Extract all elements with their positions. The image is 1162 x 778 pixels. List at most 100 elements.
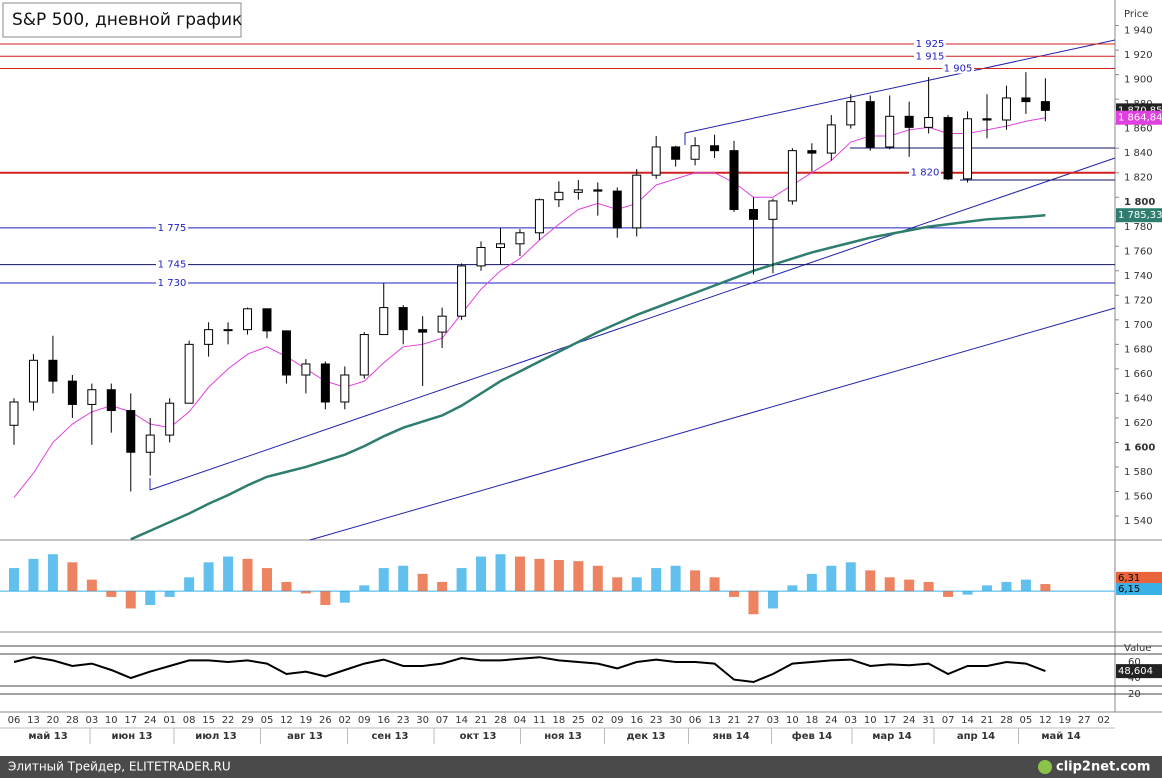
month-label: окт 13 (460, 731, 497, 742)
level-label-bg (156, 258, 188, 270)
level-label: 1 745 (158, 260, 187, 271)
candle-body (573, 189, 583, 193)
x-tick-label: 14 (455, 715, 468, 726)
candle-body (826, 124, 836, 154)
x-tick-label: 15 (202, 715, 215, 726)
candle-body (165, 402, 175, 436)
y-tick-label: 1 640 (1124, 393, 1153, 404)
x-tick-label: 07 (942, 715, 955, 726)
x-tick-label: 30 (669, 715, 682, 726)
macd-bar (223, 556, 234, 592)
candle-body (787, 150, 797, 202)
macd-bar (787, 585, 798, 592)
candle-body (106, 389, 116, 412)
macd-bar (67, 562, 78, 592)
title-box (2, 2, 242, 38)
macd-bar (28, 558, 39, 592)
level-label-bg (156, 221, 188, 233)
candle-body (1021, 97, 1031, 103)
x-tick-label: 17 (883, 715, 896, 726)
x-tick-label: 29 (241, 715, 254, 726)
x-tick-label: 27 (1078, 715, 1091, 726)
candle-body (126, 410, 136, 453)
macd-bar (729, 591, 740, 597)
candle-body (48, 359, 58, 382)
x-tick-label: 23 (650, 715, 663, 726)
macd-bar (767, 591, 778, 609)
x-tick-label: 24 (825, 715, 838, 726)
macd-bar (943, 591, 954, 597)
level-label-bg (914, 37, 946, 49)
macd-bar (806, 573, 817, 592)
level-label-bg (914, 50, 946, 62)
macd-bar (1001, 581, 1012, 592)
candle-body (418, 329, 428, 333)
candle-body (846, 101, 856, 126)
x-tick-label: 09 (358, 715, 371, 726)
candle-body (593, 189, 603, 192)
x-tick-label: 10 (105, 715, 118, 726)
level-label-bg (909, 166, 941, 178)
x-tick-label: 02 (1097, 715, 1110, 726)
candle-body (632, 174, 642, 229)
macd-bar (690, 570, 701, 592)
osc-axis-label: Value (1124, 643, 1151, 654)
level-label: 1 925 (916, 39, 945, 50)
month-label: апр 14 (957, 731, 995, 742)
y-tick-label: 1 580 (1124, 467, 1153, 478)
trend-line (684, 39, 1116, 134)
month-label: фев 14 (792, 730, 832, 742)
candle-body (243, 308, 253, 331)
x-tick-label: 05 (1020, 715, 1033, 726)
macd-bar (281, 581, 292, 592)
macd-bar (398, 565, 409, 592)
oscillator-line (13, 656, 1046, 684)
x-tick-label: 10 (786, 715, 799, 726)
price-tag (1116, 110, 1162, 125)
macd-bar (242, 558, 253, 592)
macd-bar (553, 560, 564, 592)
footer-text: Элитный Трейдер, ELITETRADER.RU (8, 760, 231, 774)
x-tick-label: 21 (728, 715, 741, 726)
candle-body (534, 199, 544, 234)
candle-body (729, 150, 739, 210)
macd-bar (923, 581, 934, 592)
macd-bar (106, 591, 117, 597)
level-label: 1 775 (158, 223, 187, 234)
macd-bar (145, 591, 156, 605)
macd-bar (320, 591, 331, 605)
candle-body (710, 145, 720, 152)
macd-bar (476, 556, 487, 592)
macd-bar (261, 568, 272, 592)
macd-bar (339, 591, 350, 603)
x-tick-label: 05 (261, 715, 274, 726)
month-label: ноя 13 (544, 731, 582, 742)
x-tick-label: 03 (767, 715, 780, 726)
candle-body (768, 200, 778, 220)
y-tick-label: 1 700 (1124, 320, 1153, 331)
macd-bar (1020, 579, 1031, 592)
level-label: 1 730 (158, 278, 187, 289)
candle-body (476, 247, 486, 267)
chart-title: S&P 500, дневной график (12, 10, 242, 30)
x-tick-label: 19 (300, 715, 313, 726)
candle-body (904, 115, 914, 128)
candle-body (865, 101, 875, 148)
macd-bar (884, 577, 895, 592)
x-tick-label: 12 (1039, 715, 1052, 726)
macd-bar (962, 591, 973, 595)
macd-bar (164, 591, 175, 597)
month-label: июл 13 (195, 731, 236, 742)
moving-average (130, 213, 1046, 541)
x-tick-label: 23 (397, 715, 410, 726)
x-tick-label: 20 (47, 715, 60, 726)
candle-body (651, 146, 661, 176)
x-tick-label: 08 (183, 715, 196, 726)
y-tick-label: 1 620 (1124, 418, 1153, 429)
level-label-bg (156, 277, 188, 289)
footer-bar (0, 756, 1162, 778)
candle-body (28, 359, 38, 403)
candle-body (924, 117, 934, 128)
macd-bar (612, 577, 623, 592)
